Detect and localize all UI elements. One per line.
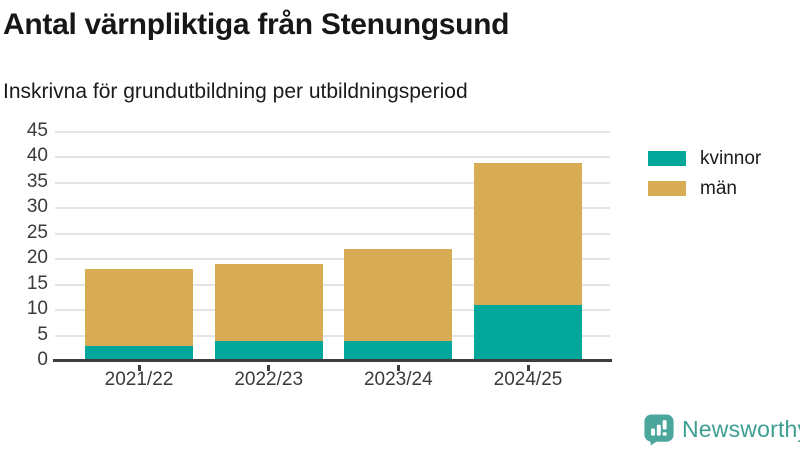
x-tick-label: 2024/25 [493, 369, 563, 390]
bar-segment-män-2023/24 [344, 249, 453, 341]
chart-title: Antal värnpliktiga från Stenungsund [3, 8, 510, 41]
bar-segment-män-2021/22 [85, 269, 193, 346]
newsworthy-bar-chart-icon [644, 414, 674, 446]
x-axis-tick [137, 365, 141, 371]
gridline [55, 181, 610, 184]
y-tick-label: 20 [26, 247, 48, 269]
gridline [55, 258, 610, 261]
gridline [55, 232, 610, 235]
y-tick-label: 40 [26, 145, 48, 167]
y-tick-label: 45 [26, 119, 48, 141]
legend-item-kvinnor: kvinnor [648, 149, 761, 168]
bar-segment-kvinnor-2024/25 [474, 305, 582, 361]
legend-swatch-man [648, 181, 686, 196]
legend-label-man: män [700, 178, 737, 199]
y-tick-label: 25 [26, 221, 48, 243]
x-tick-label: 2021/22 [104, 369, 174, 390]
bar-segment-män-2024/25 [474, 162, 582, 306]
gridline [55, 156, 610, 159]
gridline [55, 130, 610, 133]
newsworthy-brand-text: Newsworthy [682, 416, 800, 442]
bar-segment-kvinnor-2021/22 [85, 345, 193, 361]
y-tick-label: 0 [37, 349, 48, 370]
y-tick-label: 35 [26, 170, 48, 192]
x-tick-label: 2023/24 [363, 369, 433, 390]
bar-segment-kvinnor-2022/23 [214, 340, 323, 361]
legend-item-man: män [648, 179, 761, 198]
x-axis-tick [396, 365, 400, 371]
legend: kvinnor män [648, 149, 761, 209]
x-axis-tick [526, 365, 530, 371]
chart-subtitle: Inskrivna för grundutbildning per utbild… [3, 80, 468, 103]
plot-area: 0 5 10 15 20 25 30 35 40 45 2021/22 2022/23 2023/24 2… [27, 120, 610, 390]
legend-swatch-kvinnor [648, 151, 686, 166]
x-axis-tick [267, 365, 271, 371]
gridline [55, 283, 610, 286]
gridline [55, 207, 610, 210]
bar-segment-män-2022/23 [214, 264, 323, 341]
y-tick-label: 30 [26, 196, 48, 218]
y-tick-label: 10 [26, 298, 48, 320]
y-tick-label: 15 [26, 272, 48, 294]
gridline [55, 334, 610, 337]
x-tick-label: 2022/23 [234, 369, 304, 390]
legend-label-kvinnor: kvinnor [700, 148, 762, 169]
newsworthy-logo[interactable]: Newsworthy [643, 413, 800, 446]
bar-segment-kvinnor-2023/24 [344, 340, 453, 361]
x-axis-line [53, 359, 612, 362]
gridline [55, 309, 610, 312]
y-tick-label: 5 [37, 323, 48, 345]
